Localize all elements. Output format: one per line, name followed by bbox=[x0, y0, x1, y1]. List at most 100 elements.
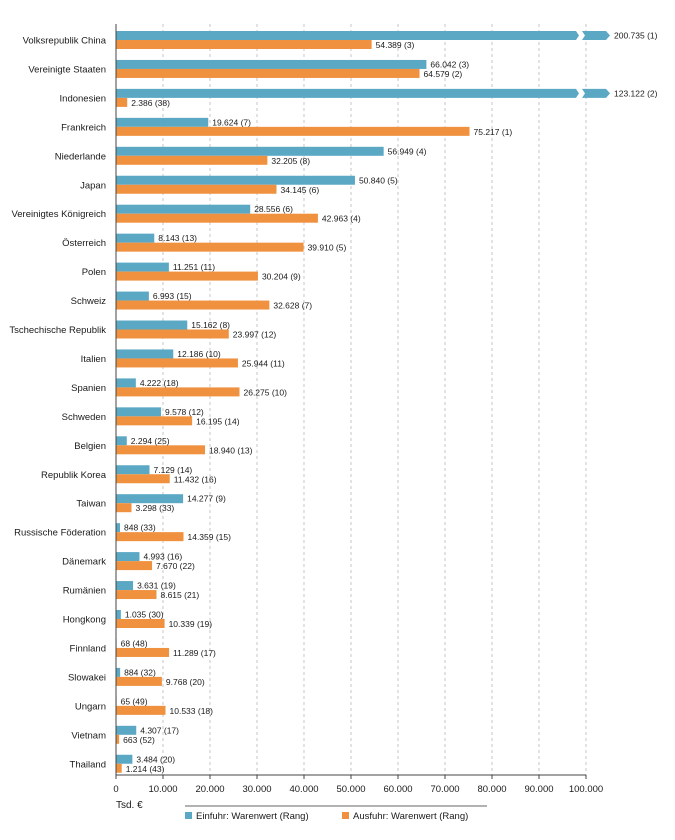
export-bar bbox=[116, 676, 162, 686]
import-bar-overflow bbox=[582, 88, 610, 98]
x-axis: 0 10.000 20.000 30.000 40.000 50.000 60.000 70.… bbox=[113, 24, 603, 795]
import-bar bbox=[116, 523, 120, 533]
category-label: Indonesien bbox=[60, 93, 106, 104]
import-value-label: 66.042 (3) bbox=[430, 59, 469, 69]
export-bar bbox=[116, 590, 157, 600]
category-label: Thailand bbox=[70, 759, 106, 770]
export-value-label: 32.205 (8) bbox=[271, 156, 310, 166]
import-bar bbox=[116, 610, 121, 619]
export-value-label: 8.615 (21) bbox=[160, 590, 199, 600]
category-label: Volksrepublik China bbox=[23, 36, 107, 47]
import-bar bbox=[116, 291, 149, 301]
import-bar bbox=[116, 725, 137, 735]
category-label: Slowakei bbox=[68, 672, 106, 683]
export-bar bbox=[116, 329, 229, 339]
import-value-label: 200.735 (1) bbox=[614, 31, 658, 41]
import-bar bbox=[116, 581, 134, 591]
import-bar bbox=[116, 59, 427, 69]
export-value-label: 10.533 (18) bbox=[170, 706, 214, 716]
export-bar bbox=[116, 763, 122, 773]
import-bar bbox=[116, 349, 174, 359]
import-value-label: 15.162 (8) bbox=[191, 320, 230, 330]
import-value-label: 6.993 (15) bbox=[153, 291, 192, 301]
category-label: Vereinigte Staaten bbox=[28, 64, 106, 75]
import-value-label: 4.993 (16) bbox=[143, 552, 182, 562]
category-label: Belgien bbox=[74, 441, 106, 452]
export-value-label: 42.963 (4) bbox=[322, 214, 361, 224]
import-bar bbox=[116, 494, 184, 504]
export-bar bbox=[116, 705, 166, 715]
import-bar bbox=[116, 31, 579, 40]
category-label: Niederlande bbox=[55, 151, 106, 162]
import-value-label: 19.624 (7) bbox=[212, 117, 251, 127]
category-label: Schweiz bbox=[71, 296, 107, 307]
export-value-label: 3.298 (33) bbox=[136, 503, 175, 513]
x-tick-label: 10.000 bbox=[148, 784, 177, 795]
export-bar bbox=[116, 271, 258, 281]
import-bar bbox=[116, 754, 133, 764]
import-value-label: 68 (48) bbox=[121, 638, 148, 648]
category-label: Finnland bbox=[70, 643, 106, 654]
import-value-label: 2.294 (25) bbox=[131, 436, 170, 446]
export-bar bbox=[116, 97, 128, 107]
export-bar bbox=[116, 184, 277, 194]
export-bar bbox=[116, 242, 304, 252]
export-value-label: 9.768 (20) bbox=[166, 677, 205, 687]
import-value-label: 9.578 (12) bbox=[165, 407, 204, 417]
export-value-label: 39.910 (5) bbox=[308, 243, 347, 253]
import-value-label: 123.122 (2) bbox=[614, 88, 658, 98]
export-value-label: 7.670 (22) bbox=[156, 561, 195, 571]
import-value-label: 848 (33) bbox=[124, 523, 156, 533]
import-value-label: 3.484 (20) bbox=[136, 754, 175, 764]
import-bar bbox=[116, 465, 150, 475]
category-label: Schweden bbox=[62, 412, 106, 423]
import-bar bbox=[116, 117, 209, 127]
export-value-label: 1.214 (43) bbox=[126, 764, 165, 774]
legend-swatch bbox=[185, 812, 192, 819]
import-bar bbox=[116, 378, 136, 388]
export-value-label: 18.940 (13) bbox=[209, 445, 253, 455]
import-value-label: 65 (49) bbox=[121, 696, 148, 706]
export-bar bbox=[116, 532, 184, 542]
export-value-label: 663 (52) bbox=[123, 735, 155, 745]
category-label: Russische Föderation bbox=[14, 528, 106, 539]
category-label: Spanien bbox=[71, 383, 106, 394]
category-label: Tschechische Republik bbox=[9, 325, 106, 336]
export-bar bbox=[116, 474, 170, 484]
category-label: Italien bbox=[81, 354, 106, 365]
import-bar bbox=[116, 88, 579, 98]
category-label: Frankreich bbox=[61, 122, 106, 133]
export-bar bbox=[116, 619, 165, 628]
export-value-label: 54.389 (3) bbox=[376, 40, 415, 50]
x-tick-label: 70.000 bbox=[430, 784, 459, 795]
import-bar bbox=[116, 552, 140, 562]
labels: Volksrepublik China 200.735 (1) 54.389 (3)… bbox=[9, 31, 657, 774]
import-value-label: 11.251 (11) bbox=[173, 262, 215, 272]
export-bar bbox=[116, 155, 268, 165]
legend-swatch bbox=[342, 812, 349, 819]
import-value-label: 3.631 (19) bbox=[137, 581, 176, 591]
category-label: Österreich bbox=[62, 238, 106, 249]
import-value-label: 12.186 (10) bbox=[177, 349, 221, 359]
import-bar bbox=[116, 204, 251, 214]
import-bar bbox=[116, 436, 127, 446]
legend-label: Ausfuhr: Warenwert (Rang) bbox=[353, 811, 468, 822]
export-value-label: 30.204 (9) bbox=[262, 272, 301, 282]
import-value-label: 28.556 (6) bbox=[254, 204, 293, 214]
x-tick-label: 20.000 bbox=[195, 784, 224, 795]
category-label: Republik Korea bbox=[41, 470, 107, 481]
import-value-label: 50.840 (5) bbox=[359, 175, 398, 185]
category-label: Dänemark bbox=[62, 557, 106, 568]
category-label: Rumänien bbox=[63, 586, 106, 597]
import-bar bbox=[116, 667, 121, 677]
category-label: Japan bbox=[80, 180, 106, 191]
x-axis-unit-label: Tsd. € bbox=[116, 800, 143, 811]
category-label: Vereinigtes Königreich bbox=[11, 209, 106, 220]
export-value-label: 26.275 (10) bbox=[243, 387, 287, 397]
export-value-label: 2.386 (38) bbox=[131, 98, 170, 108]
export-bar bbox=[116, 561, 153, 571]
x-tick-label: 0 bbox=[113, 784, 118, 795]
export-bar bbox=[116, 300, 270, 310]
x-tick-label: 80.000 bbox=[477, 784, 506, 795]
